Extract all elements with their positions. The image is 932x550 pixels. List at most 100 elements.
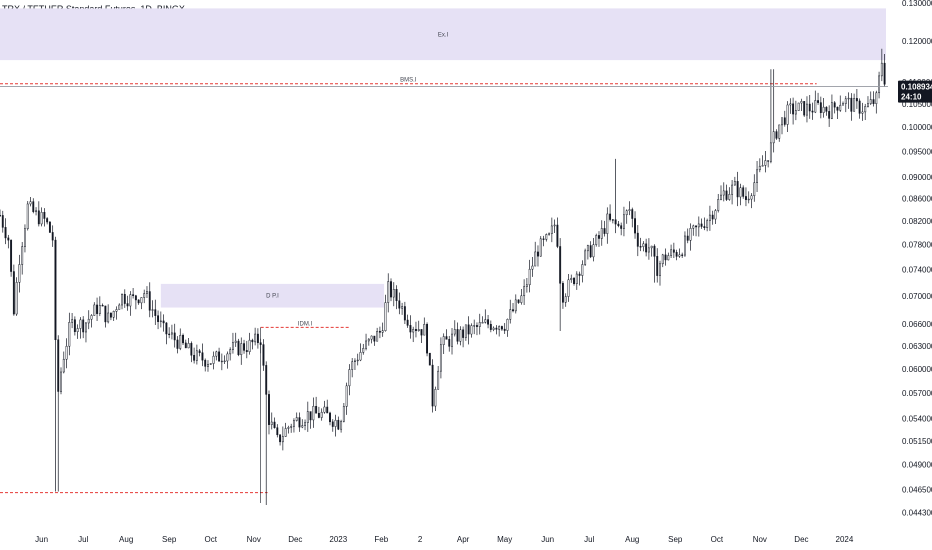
- candle: [600, 220, 603, 246]
- candle: [351, 358, 354, 378]
- candle: [492, 326, 495, 332]
- price-badge-bg: [898, 80, 932, 103]
- zone-label-0: Ex.I: [438, 32, 449, 38]
- candle: [107, 304, 110, 324]
- candle-body: [645, 243, 648, 253]
- candle-body: [875, 92, 878, 104]
- candle-body: [786, 104, 789, 125]
- candle: [76, 324, 79, 339]
- candle-body: [517, 299, 520, 303]
- candle: [489, 320, 492, 333]
- candle: [564, 293, 567, 307]
- candle-body: [378, 331, 381, 333]
- candle-body: [4, 227, 7, 239]
- candle-body: [98, 305, 101, 314]
- candle: [104, 305, 107, 328]
- candle: [378, 326, 381, 339]
- candle: [331, 419, 334, 432]
- candle-body: [684, 235, 686, 256]
- candle: [836, 106, 839, 119]
- candle: [209, 363, 212, 365]
- candle-body: [215, 351, 218, 357]
- candle-body: [159, 320, 162, 322]
- candle: [808, 94, 811, 119]
- candle: [822, 97, 825, 118]
- candle: [448, 335, 451, 352]
- candle: [140, 297, 143, 310]
- candle: [603, 220, 606, 237]
- candle: [439, 337, 442, 379]
- candle: [539, 236, 542, 257]
- candle: [37, 201, 40, 227]
- candle-body: [703, 226, 706, 228]
- candle: [118, 303, 121, 310]
- candle: [451, 328, 453, 355]
- candle-body: [173, 332, 176, 341]
- candle: [223, 355, 226, 364]
- candle: [93, 302, 96, 316]
- candle: [40, 207, 43, 227]
- candle: [581, 260, 584, 283]
- candle-body: [639, 246, 642, 248]
- candle: [262, 339, 265, 371]
- candle: [878, 71, 881, 99]
- candle-body: [775, 131, 778, 139]
- candle-body: [292, 420, 295, 427]
- candle: [711, 210, 714, 225]
- candle-body: [226, 353, 229, 362]
- candle-body: [107, 312, 110, 323]
- candle: [201, 343, 204, 367]
- candle-body: [678, 254, 681, 257]
- candle-body: [503, 328, 506, 331]
- candle: [157, 310, 160, 330]
- candle-body: [670, 249, 673, 256]
- candle: [786, 101, 789, 133]
- candle-body: [190, 343, 193, 356]
- candle-body: [481, 322, 484, 324]
- candle-body: [836, 106, 839, 111]
- candle-body: [315, 406, 318, 414]
- candle-body: [509, 309, 512, 320]
- candle-body: [708, 214, 711, 221]
- candle: [478, 313, 481, 335]
- candle: [231, 332, 234, 354]
- time-axis[interactable]: Jun Jul Aug Sep Oct Nov Dec 2023 Feb 2 Apr May Jun Ju…: [35, 535, 854, 544]
- candle: [609, 204, 612, 222]
- candle: [98, 296, 101, 317]
- candle: [51, 225, 54, 247]
- x-tick-label: Oct: [205, 535, 218, 544]
- x-tick-label: 2024: [836, 535, 854, 544]
- candle-body: [48, 221, 51, 233]
- candle-body: [342, 406, 345, 422]
- candle: [245, 340, 248, 359]
- candle: [498, 325, 501, 337]
- candle: [243, 339, 245, 354]
- candle-body: [317, 412, 320, 418]
- candle: [390, 278, 392, 302]
- candle: [29, 197, 32, 207]
- candle-body: [606, 213, 609, 234]
- candle-body: [451, 333, 453, 347]
- candle-body: [65, 345, 68, 360]
- candle-body: [534, 251, 537, 267]
- candle-body: [345, 385, 348, 407]
- candle-body: [254, 333, 257, 343]
- candle: [828, 105, 831, 127]
- candle-body: [15, 282, 18, 315]
- candle: [237, 338, 240, 357]
- price-axis[interactable]: 0.1300000.1200000.1100000.1050000.100000…: [888, 0, 932, 550]
- candle: [631, 207, 634, 228]
- candle: [806, 96, 808, 123]
- candle-body: [54, 239, 57, 341]
- candle: [173, 323, 176, 348]
- x-tick-label: Sep: [668, 535, 683, 544]
- candle: [872, 91, 875, 107]
- candle: [148, 282, 151, 318]
- candle-body: [35, 210, 38, 212]
- candle: [584, 248, 587, 267]
